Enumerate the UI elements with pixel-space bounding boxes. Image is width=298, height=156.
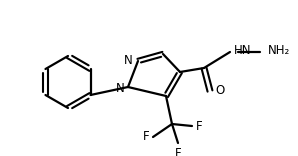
Text: F: F <box>142 131 149 144</box>
Text: N: N <box>116 81 125 95</box>
Text: N: N <box>124 54 133 66</box>
Text: HN: HN <box>234 44 252 56</box>
Text: F: F <box>175 147 181 156</box>
Text: NH₂: NH₂ <box>268 44 290 56</box>
Text: O: O <box>215 85 224 98</box>
Text: F: F <box>196 119 203 132</box>
